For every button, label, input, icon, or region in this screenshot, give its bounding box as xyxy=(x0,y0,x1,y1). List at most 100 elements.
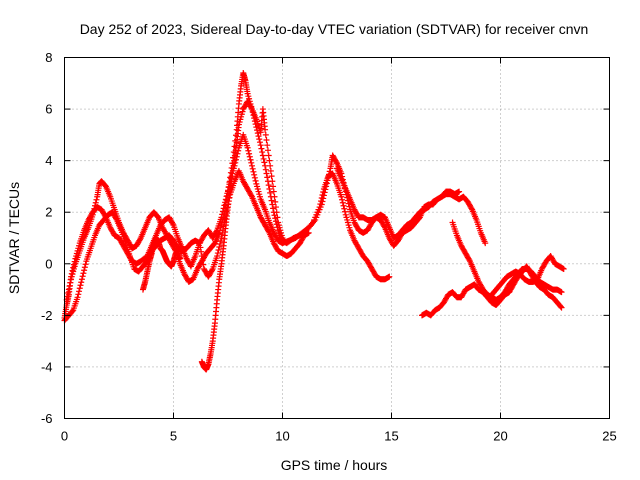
data-point xyxy=(92,202,99,209)
data-point xyxy=(320,189,327,196)
data-point xyxy=(557,303,564,310)
data-point xyxy=(560,265,567,272)
data-point xyxy=(215,247,222,254)
data-point xyxy=(198,253,205,260)
data-point xyxy=(340,202,347,209)
data-point xyxy=(558,304,565,311)
data-point xyxy=(78,276,85,283)
data-point xyxy=(251,174,258,181)
data-point xyxy=(318,195,325,202)
data-point xyxy=(80,270,87,277)
series-trace-8 xyxy=(486,253,567,301)
data-point xyxy=(213,228,220,235)
data-points xyxy=(61,69,567,373)
y-tick-label: 2 xyxy=(45,205,52,220)
data-point xyxy=(256,136,263,143)
data-point xyxy=(217,241,224,248)
data-point xyxy=(251,171,258,178)
data-point xyxy=(456,188,463,195)
data-point xyxy=(268,197,275,204)
data-point xyxy=(177,255,184,262)
data-point xyxy=(466,256,473,263)
data-point xyxy=(263,137,270,144)
data-point xyxy=(262,131,269,138)
data-point xyxy=(272,204,279,211)
data-point xyxy=(269,178,276,185)
data-point xyxy=(267,167,274,174)
data-point xyxy=(76,285,83,292)
data-point xyxy=(333,158,340,165)
data-point xyxy=(264,142,271,149)
data-point xyxy=(90,208,97,215)
plot-frame xyxy=(64,57,610,419)
data-point xyxy=(200,261,207,268)
y-tick-label: -4 xyxy=(41,359,53,374)
data-point xyxy=(248,159,255,166)
grid-lines xyxy=(64,57,610,419)
data-point xyxy=(266,157,273,164)
data-point xyxy=(196,240,203,247)
data-point xyxy=(252,177,259,184)
x-tick-label: 25 xyxy=(602,429,616,444)
data-point xyxy=(386,273,393,280)
data-point xyxy=(217,238,224,245)
data-point xyxy=(265,228,272,235)
data-point xyxy=(64,293,71,300)
y-tick-label: 6 xyxy=(45,102,52,117)
data-point xyxy=(270,205,277,212)
series-trace-5 xyxy=(334,165,463,249)
data-point xyxy=(265,152,272,159)
data-point xyxy=(263,170,270,177)
x-tick-label: 20 xyxy=(493,429,507,444)
data-point xyxy=(82,261,89,268)
data-point xyxy=(268,173,275,180)
data-point xyxy=(265,182,272,189)
chart-title: Day 252 of 2023, Sidereal Day-to-day VTE… xyxy=(80,21,589,37)
data-point xyxy=(262,126,269,133)
data-point xyxy=(248,104,255,111)
data-point xyxy=(250,168,257,175)
y-tick-label: -6 xyxy=(41,411,53,426)
data-point xyxy=(339,196,346,203)
data-point xyxy=(262,166,269,173)
data-point xyxy=(341,205,348,212)
y-tick-label: 8 xyxy=(45,50,52,65)
data-point xyxy=(339,199,346,206)
data-point xyxy=(558,289,565,296)
data-point xyxy=(248,192,255,199)
data-point xyxy=(257,142,264,149)
data-point xyxy=(308,220,315,227)
x-tick-label: 0 xyxy=(61,429,68,444)
data-point xyxy=(81,267,88,274)
data-point xyxy=(74,294,81,301)
data-point xyxy=(76,288,83,295)
data-point xyxy=(75,291,82,298)
data-point xyxy=(78,279,85,286)
x-tick-label: 10 xyxy=(275,429,289,444)
data-point xyxy=(258,145,265,152)
data-point xyxy=(262,162,269,169)
data-point xyxy=(270,183,277,190)
data-point xyxy=(218,235,225,241)
data-point xyxy=(341,208,348,215)
data-point xyxy=(244,144,251,151)
x-tick-label: 15 xyxy=(384,429,398,444)
series-trace-1 xyxy=(61,131,489,321)
data-point xyxy=(245,147,252,154)
data-point xyxy=(264,147,271,154)
data-point xyxy=(92,199,99,206)
data-point xyxy=(317,201,324,208)
data-point xyxy=(169,220,176,227)
data-point xyxy=(272,198,279,205)
data-point xyxy=(267,162,274,169)
data-point xyxy=(248,162,255,169)
x-axis-label: GPS time / hours xyxy=(281,457,388,473)
data-point xyxy=(93,196,100,203)
y-tick-label: 4 xyxy=(45,153,52,168)
data-point xyxy=(69,308,76,315)
data-point xyxy=(216,244,223,251)
data-point xyxy=(247,156,254,163)
data-point xyxy=(264,174,271,181)
data-point xyxy=(256,139,263,146)
